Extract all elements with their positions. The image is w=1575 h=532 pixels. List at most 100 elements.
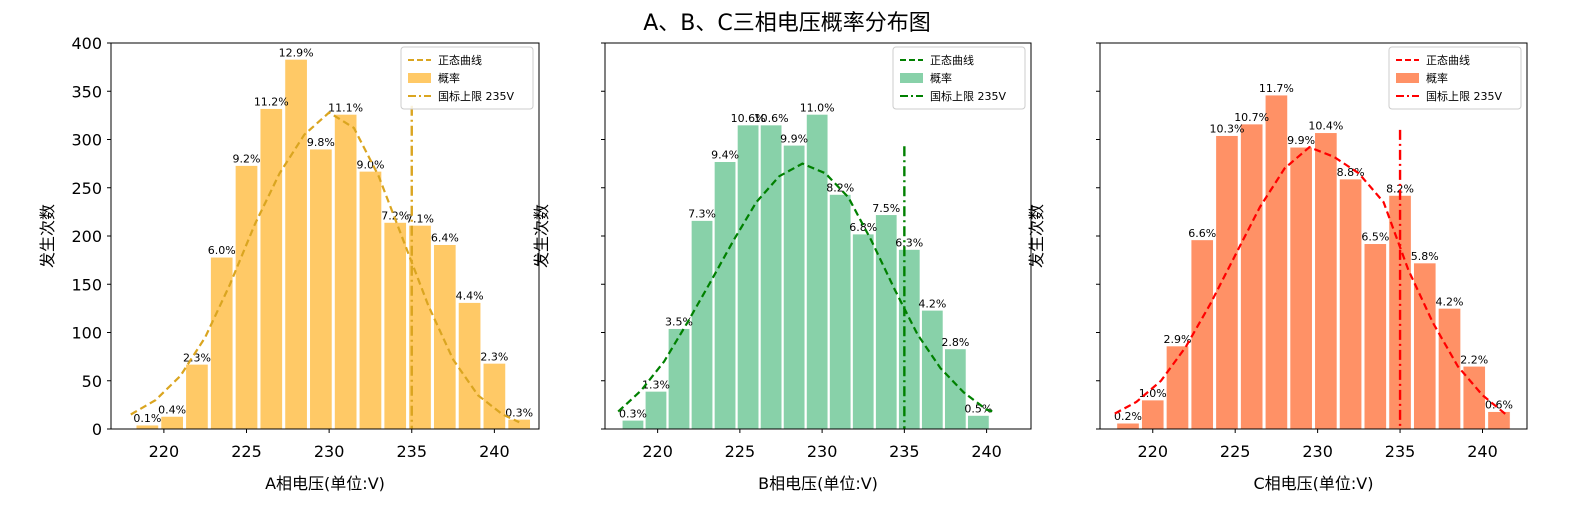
x-tick-label: 220 (642, 442, 673, 461)
histogram-bar (1438, 308, 1461, 430)
histogram-bar (806, 114, 829, 430)
bar-percent-label: 0.4% (158, 403, 186, 416)
bar-percent-label: 0.1% (133, 412, 161, 425)
y-tick-label: 50 (82, 372, 102, 391)
x-tick-label: 230 (314, 442, 345, 461)
panel-c-phase: 0.2% 1.0% 2.9% 6.6% 10.3%10.7% 11.7% 9.9%10.4%… (1027, 42, 1528, 493)
histogram-bar (737, 124, 760, 430)
histogram-bar (458, 302, 482, 430)
histogram-bar (1363, 243, 1387, 430)
x-tick-label: 230 (1302, 442, 1333, 461)
histogram-bar (1116, 422, 1140, 430)
legend-box (892, 46, 1026, 110)
bar-percent-label: 10.3% (1209, 123, 1244, 136)
bar-percent-label: 0.3% (619, 407, 647, 420)
legend-bar-swatch (900, 73, 923, 83)
x-tick-label: 225 (725, 442, 756, 461)
histogram-bar (433, 244, 457, 430)
legend-entry-label: 国标上限 235V (1426, 89, 1502, 103)
histogram-bar (829, 194, 852, 430)
bar-percent-label: 7.2% (381, 209, 409, 222)
bar-percent-label: 6.3% (895, 237, 923, 250)
bar-percent-label: 12.9% (279, 46, 314, 59)
histogram-bar (1141, 399, 1165, 430)
y-axis-label: 发生次数 (38, 204, 57, 268)
histogram-bar (1190, 239, 1214, 430)
bar-percent-label: 0.2% (1114, 410, 1142, 423)
bar-percent-label: 6.6% (1188, 227, 1216, 240)
y-tick-label: 250 (71, 179, 102, 198)
x-tick-label: 220 (149, 442, 180, 461)
bar-percent-label: 2.3% (480, 350, 508, 363)
x-axis-label: C相电压(单位:V) (1254, 474, 1374, 493)
panel-b-phase: 0.3%1.3%3.5%7.3%9.4%10.6%10.6%9.9%11.0%8… (532, 42, 1032, 493)
bar-percent-label: 9.2% (233, 153, 261, 166)
bar-percent-label: 5.8% (1411, 250, 1439, 263)
bar-percent-label: 8.2% (1386, 182, 1414, 195)
histogram-bar (944, 348, 967, 430)
x-tick-label: 235 (396, 442, 427, 461)
bar-percent-label: 9.9% (1287, 134, 1315, 147)
histogram-bar (507, 419, 531, 430)
histogram-bar (383, 222, 407, 430)
legend-entry-label: 正态曲线 (930, 53, 974, 67)
histogram-bar (760, 124, 783, 430)
histogram-bar (358, 171, 382, 430)
histogram-bar (875, 214, 898, 430)
histogram-bar (135, 424, 159, 430)
histogram-bar (691, 220, 714, 430)
bar-percent-label: 8.8% (1337, 166, 1365, 179)
histogram-bar (160, 416, 184, 430)
histogram-bar (783, 144, 806, 430)
histogram-bar (1462, 365, 1486, 430)
bar-percent-label: 2.8% (941, 336, 969, 349)
bar-percent-label: 11.1% (328, 101, 363, 114)
histogram-bar (1215, 135, 1239, 430)
bar-percent-label: 0.3% (505, 406, 533, 419)
histogram-bar (284, 59, 308, 430)
x-tick-label: 235 (1385, 442, 1416, 461)
y-axis-label: 发生次数 (532, 204, 551, 268)
normal-curve-line (130, 111, 520, 424)
bar-percent-label: 4.2% (918, 297, 946, 310)
bar-percent-label: 1.0% (1139, 387, 1167, 400)
bar-percent-label: 7.1% (406, 212, 434, 225)
histogram-bar (921, 310, 944, 430)
y-tick-label: 400 (71, 34, 102, 53)
bar-percent-label: 6.4% (431, 232, 459, 245)
histogram-bar (259, 108, 283, 430)
legend-bar-swatch (408, 73, 431, 83)
x-tick-label: 225 (231, 442, 262, 461)
y-axis-label: 发生次数 (1027, 204, 1046, 268)
bar-percent-label: 6.8% (849, 221, 877, 234)
x-tick-label: 220 (1137, 442, 1168, 461)
y-tick-label: 200 (71, 227, 102, 246)
bar-percent-label: 0.5% (964, 402, 992, 415)
y-tick-label: 350 (71, 82, 102, 101)
bar-percent-label: 6.5% (1361, 231, 1389, 244)
legend-entry-label: 概率 (438, 71, 460, 85)
normal-curve-line (1114, 145, 1508, 417)
histogram-bar (898, 249, 921, 430)
x-tick-label: 240 (1467, 442, 1498, 461)
histogram-bar (1166, 345, 1189, 430)
bar-percent-label: 7.3% (688, 208, 716, 221)
bar-percent-label: 2.3% (183, 351, 211, 364)
legend-box (1388, 46, 1522, 110)
bar-percent-label: 10.6% (754, 112, 789, 125)
bar-percent-label: 6.0% (208, 244, 236, 257)
histogram-bar (309, 148, 333, 430)
bar-percent-label: 8.2% (826, 182, 854, 195)
y-tick-label: 150 (71, 275, 102, 294)
histogram-bar (852, 233, 875, 430)
x-tick-label: 230 (807, 442, 838, 461)
x-tick-label: 240 (479, 442, 510, 461)
histogram-bar (1487, 411, 1511, 430)
x-axis-label: A相电压(单位:V) (265, 474, 385, 493)
histogram-bar (644, 391, 667, 430)
normal-curve-line (617, 162, 994, 413)
y-tick-label: 0 (92, 420, 102, 439)
bar-percent-label: 10.6% (731, 112, 766, 125)
panel-a-phase: 0.1%0.4% 2.3% 6.0% 9.2% 11.2% 12.9% 9.8% 11.1% 9… (38, 34, 540, 493)
